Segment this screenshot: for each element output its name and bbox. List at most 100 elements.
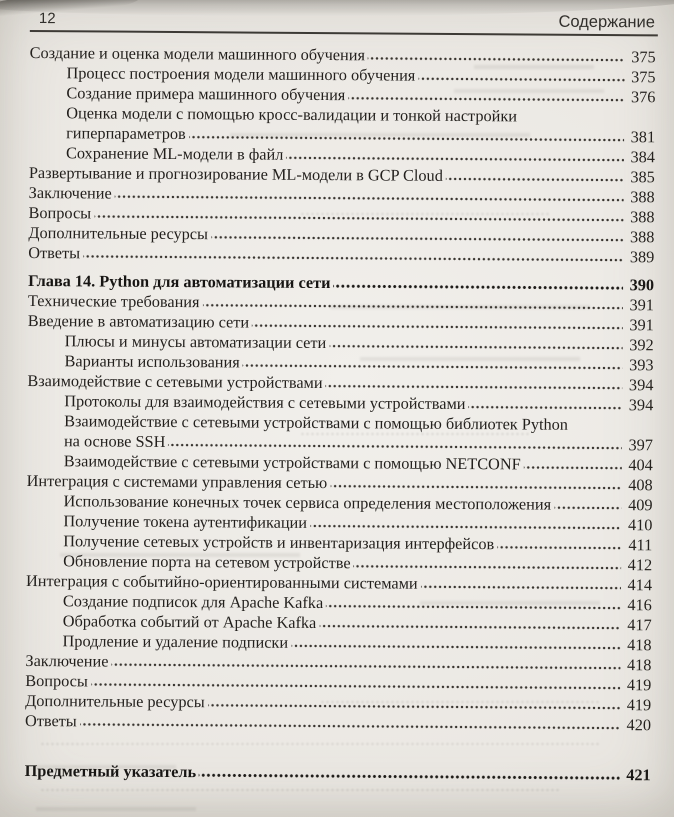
toc-entry-title: Заключение	[25, 650, 109, 671]
toc-entry-page-number: 375	[631, 47, 656, 67]
toc-entry-title: Обработка событий от Apache Kafka	[62, 611, 317, 633]
toc-entry-page-number: 420	[626, 715, 652, 735]
dot-leader	[286, 147, 625, 163]
toc-entry-title: Процесс построения модели машинного обуч…	[66, 63, 416, 85]
toc-entry-title: Дополнительные ресурсы	[25, 690, 205, 712]
toc-entry-title: Глава 14. Python для автоматизации сети	[28, 270, 331, 293]
toc-entry-page-number: 418	[626, 655, 652, 675]
toc-entry-title: Ответы	[24, 710, 77, 731]
toc-entry-page-number: 412	[627, 555, 653, 575]
toc-entry-title: Вопросы	[28, 202, 92, 223]
page-content: 12 Содержание Создание и оценка модели м…	[25, 9, 658, 785]
toc-entry-page-number: 419	[626, 695, 652, 715]
dot-leader	[207, 695, 621, 711]
dot-leader	[420, 576, 622, 591]
toc-entry: Предметный указатель 421	[25, 761, 651, 785]
toc-entry-page-number: 394	[628, 395, 654, 415]
dot-leader	[309, 515, 622, 531]
toc-entry-title: гиперпараметров	[66, 123, 186, 144]
dot-leader	[329, 336, 623, 351]
dot-leader	[202, 295, 623, 311]
toc-entry-title: Интеграция с событийно-ориентированными …	[25, 570, 418, 593]
toc-entry-page-number: 385	[630, 167, 655, 187]
toc-entry-page-number: 376	[630, 87, 656, 107]
toc-entry-page-number: 388	[629, 227, 655, 247]
dot-leader	[333, 276, 624, 291]
toc-entry-title: Получение токена аутентификации	[63, 511, 308, 532]
dot-leader	[468, 397, 623, 411]
toc-entry-page-number: 384	[630, 147, 656, 167]
bleed-through-artifact	[36, 802, 196, 811]
toc-entry-page-number: 388	[630, 207, 655, 227]
toc-entry-row: Предметный указатель 421	[25, 761, 651, 785]
toc-entry-row: Ответы 389	[28, 243, 654, 267]
toc-entry-page-number: 375	[631, 67, 656, 87]
toc-entry-page-number: 418	[627, 635, 652, 655]
toc-entry: Ответы 389	[28, 243, 654, 267]
toc-entry-page-number: 389	[629, 247, 655, 267]
toc-entry-page-number: 392	[629, 335, 654, 355]
dot-leader	[242, 355, 623, 371]
toc-entry-page-number: 381	[630, 127, 656, 147]
dot-leader	[83, 246, 624, 263]
toc-entry-page-number: 421	[626, 765, 651, 785]
toc-entry-page-number: 417	[627, 615, 652, 635]
dot-leader	[252, 315, 623, 331]
toc-entry-title: Создание подписок для Apache Kafka	[62, 591, 324, 613]
dot-leader	[291, 635, 621, 651]
dot-leader	[90, 674, 621, 691]
toc-entry-page-number: 390	[629, 275, 655, 295]
toc-entry-title: Варианты использования	[64, 351, 240, 372]
dot-leader	[353, 556, 622, 571]
bleed-through-artifact	[40, 788, 560, 792]
toc-entry-title: Создание примера машинного обучения	[66, 83, 346, 105]
toc-entry-page-number: 394	[628, 375, 654, 395]
toc-entry-page-number: 411	[628, 535, 653, 555]
toc-entry-title: Вопросы	[25, 670, 88, 691]
dot-leader	[348, 88, 625, 103]
toc-entry-page-number: 419	[626, 675, 652, 695]
toc-entry-page-number: 391	[629, 295, 655, 315]
toc-entry-title: Плюсы и минусы автоматизации сети	[64, 331, 327, 353]
toc-entry-page-number: 391	[629, 315, 654, 335]
toc-entry-title: Протоколы для взаимодействия с сетевыми …	[64, 391, 466, 414]
dot-leader	[325, 376, 623, 391]
dot-leader	[114, 186, 624, 203]
toc-entry-title: Заключение	[28, 182, 112, 203]
dot-leader	[445, 168, 624, 183]
toc-entry-title: Продление и удаление подписки	[62, 631, 289, 652]
dot-leader	[418, 68, 625, 83]
toc-entry-title: Технические требования	[27, 290, 200, 312]
dot-leader	[79, 714, 621, 731]
toc-entry-title: Предметный указатель	[24, 760, 197, 782]
dot-leader	[94, 206, 624, 223]
toc-entry-title: Создание и оценка модели машинного обуче…	[29, 42, 366, 65]
dot-leader	[319, 616, 621, 631]
toc-entry-title: Обновление порта на сетевом устройстве	[63, 551, 351, 573]
toc-entry-title: Введение в автоматизацию сети	[27, 310, 250, 332]
toc-entry-title: Дополнительные ресурсы	[28, 222, 209, 244]
toc-entry: Взаимодействие с сетевыми устройствами с…	[27, 411, 653, 455]
toc-entry-page-number: 393	[629, 355, 654, 375]
dot-leader	[210, 227, 624, 243]
toc-entry: Оценка модели с помощью кросс-валидации …	[29, 103, 655, 147]
toc-entry-page-number: 404	[628, 455, 653, 475]
toc-entry-title: Взаимодействие с сетевыми устройствами	[27, 370, 323, 393]
dot-leader	[188, 127, 625, 143]
dot-leader	[497, 537, 622, 551]
toc-entry-page-number: 416	[627, 595, 652, 615]
dot-leader	[554, 497, 622, 511]
dot-leader	[523, 457, 622, 471]
toc-entry-page-number: 388	[630, 187, 655, 207]
toc-entry: Ответы 420	[25, 711, 651, 735]
dot-leader	[367, 48, 625, 63]
dot-leader	[111, 654, 621, 671]
toc-entry-page-number: 414	[627, 575, 653, 595]
dot-leader	[168, 434, 623, 451]
page-number-folio: 12	[38, 10, 56, 28]
toc-entry-title: Ответы	[28, 242, 81, 263]
dot-leader	[326, 596, 621, 611]
table-of-contents: Создание и оценка модели машинного обуче…	[25, 43, 658, 785]
toc-entry-page-number: 408	[628, 475, 653, 495]
